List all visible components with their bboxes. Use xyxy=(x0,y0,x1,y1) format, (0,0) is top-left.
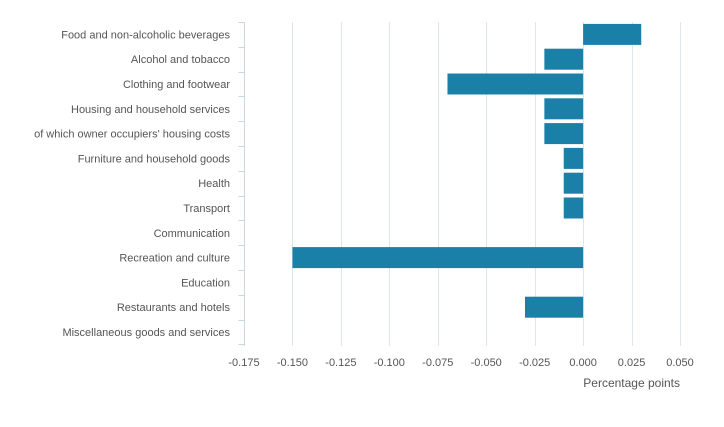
bar xyxy=(563,147,584,169)
gridlines xyxy=(238,22,681,346)
x-tick-label: -0.150 xyxy=(277,357,308,369)
bar xyxy=(563,172,584,194)
bar xyxy=(544,48,584,70)
bar xyxy=(583,23,642,45)
bar xyxy=(563,197,584,219)
x-tick-label: -0.100 xyxy=(374,357,405,369)
category-label: Furniture and household goods xyxy=(78,153,231,165)
category-label: of which owner occupiers' housing costs xyxy=(34,129,230,141)
category-label: Clothing and footwear xyxy=(123,79,230,91)
category-label: Alcohol and tobacco xyxy=(131,54,230,66)
x-axis-title: Percentage points xyxy=(583,376,680,390)
bar xyxy=(447,73,584,95)
x-tick-label: -0.050 xyxy=(471,357,502,369)
bars xyxy=(292,23,642,318)
category-label: Communication xyxy=(154,228,230,240)
x-tick-label: 0.025 xyxy=(618,357,646,369)
bar xyxy=(544,98,584,120)
x-tick-label: 0.050 xyxy=(666,357,694,369)
bar xyxy=(524,296,584,318)
category-label: Housing and household services xyxy=(71,104,230,116)
category-label: Recreation and culture xyxy=(119,253,230,265)
x-tick-labels: -0.175 -0.150 -0.125 -0.100 -0.075 -0.050 -0.0… xyxy=(228,357,693,369)
category-label: Education xyxy=(181,277,230,289)
x-tick-label: 0.000 xyxy=(569,357,597,369)
category-label: Health xyxy=(198,178,230,190)
category-labels: Food and non-alcoholic beverages Alcohol … xyxy=(34,29,230,339)
x-tick-label: -0.175 xyxy=(228,357,259,369)
category-label: Transport xyxy=(183,203,230,215)
bar xyxy=(544,123,584,145)
bar xyxy=(292,247,584,269)
category-label: Miscellaneous goods and services xyxy=(62,327,230,339)
x-tick-label: -0.125 xyxy=(325,357,356,369)
category-label: Restaurants and hotels xyxy=(117,302,231,314)
category-label: Food and non-alcoholic beverages xyxy=(61,29,230,41)
x-tick-label: -0.025 xyxy=(519,357,550,369)
x-tick-label: -0.075 xyxy=(422,357,453,369)
